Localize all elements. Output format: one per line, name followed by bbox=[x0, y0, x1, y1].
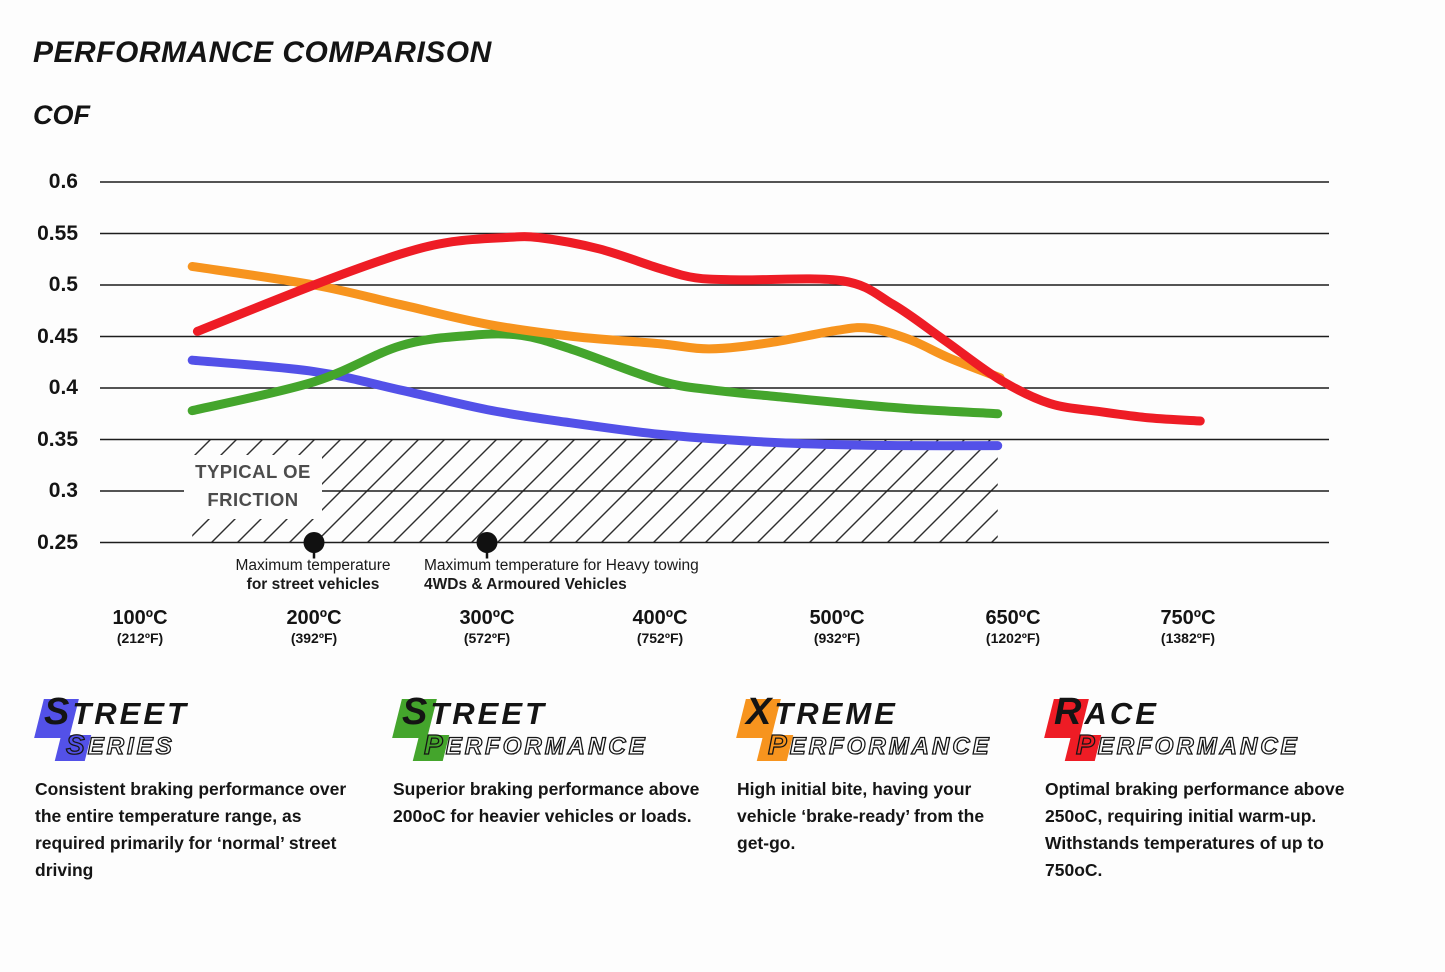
street-series-logo: STREET SERIES bbox=[34, 691, 365, 775]
page-title: PERFORMANCE COMPARISON bbox=[33, 36, 492, 69]
x-tick-500c: 500ºC (932ºF) bbox=[767, 606, 907, 647]
logo-word2: PERFORMANCE bbox=[423, 728, 648, 760]
street-performance-logo: STREET PERFORMANCE bbox=[392, 691, 715, 775]
annotation-line1: Maximum temperature bbox=[235, 557, 391, 574]
y-tick-0.3: 0.3 bbox=[48, 479, 78, 502]
logo-word2: PERFORMANCE bbox=[1075, 728, 1300, 760]
x-tick-300c: 300ºC (572ºF) bbox=[417, 606, 557, 647]
series-xtreme-performance bbox=[187, 261, 1005, 383]
annotation-max-temp-towing: Maximum temperature for Heavy towing 4WD… bbox=[424, 557, 734, 595]
x-tick-label-c: 750ºC bbox=[1160, 607, 1216, 629]
race-performance-logo: RACE PERFORMANCE bbox=[1044, 691, 1375, 775]
x-tick-label-f: (1202ºF) bbox=[985, 630, 1041, 646]
annotation-line1: Maximum temperature for Heavy towing bbox=[424, 557, 699, 574]
y-tick-0.6: 0.6 bbox=[48, 170, 78, 193]
xtreme-performance-logo: XTREME PERFORMANCE bbox=[736, 691, 1003, 775]
annotation-line2: for street vehicles bbox=[246, 575, 380, 593]
legend-item-street-performance: STREET PERFORMANCE Superior braking perf… bbox=[392, 691, 715, 830]
x-tick-650c: 650ºC (1202ºF) bbox=[943, 606, 1083, 647]
x-tick-label-c: 300ºC bbox=[459, 607, 515, 629]
x-tick-label-c: 650ºC bbox=[985, 607, 1041, 629]
y-tick-0.45: 0.45 bbox=[37, 325, 78, 348]
legend-item-race-performance: RACE PERFORMANCE Optimal braking perform… bbox=[1044, 691, 1375, 885]
x-tick-400c: 400ºC (752ºF) bbox=[590, 606, 730, 647]
logo-word2: PERFORMANCE bbox=[767, 728, 992, 760]
series-race-performance bbox=[192, 232, 1205, 426]
annotation-line2: 4WDs & Armoured Vehicles bbox=[424, 575, 627, 593]
y-axis-title: COF bbox=[33, 100, 90, 130]
x-tick-200c: 200ºC (392ºF) bbox=[244, 606, 384, 647]
legend-description: Consistent braking performance over the … bbox=[35, 779, 347, 881]
legend-description: Optimal braking performance above 250oC,… bbox=[1045, 779, 1345, 881]
logo-word1: STREET bbox=[402, 691, 547, 733]
y-tick-0.25: 0.25 bbox=[37, 531, 78, 554]
x-tick-label-c: 200ºC bbox=[286, 607, 342, 629]
annotation-dot-1 bbox=[476, 532, 498, 553]
legend-description: High initial bite, having your vehicle ‘… bbox=[737, 779, 985, 854]
x-tick-label-f: (212ºF) bbox=[116, 630, 164, 646]
x-tick-label-f: (392ºF) bbox=[290, 630, 338, 646]
legend-description: Superior braking performance above 200oC… bbox=[393, 779, 700, 827]
x-tick-750c: 750ºC (1382ºF) bbox=[1118, 606, 1258, 647]
x-tick-label-c: 100ºC bbox=[112, 607, 168, 629]
x-tick-label-f: (932ºF) bbox=[813, 630, 861, 646]
series-street-performance bbox=[187, 329, 1003, 419]
logo-word1: XTREME bbox=[746, 691, 898, 733]
y-tick-0.5: 0.5 bbox=[48, 273, 78, 296]
x-tick-label-c: 500ºC bbox=[809, 607, 865, 629]
x-tick-100c: 100ºC (212ºF) bbox=[70, 606, 210, 647]
oe-label-line1: TYPICAL OE bbox=[195, 461, 311, 482]
logo-word2: SERIES bbox=[65, 728, 175, 760]
x-tick-label-f: (752ºF) bbox=[636, 630, 684, 646]
annotation-dot-0 bbox=[303, 532, 325, 553]
logo-word1: RACE bbox=[1054, 691, 1159, 733]
logo-word1: STREET bbox=[44, 691, 189, 733]
x-tick-label-c: 400ºC bbox=[632, 607, 688, 629]
legend-item-street-series: STREET SERIES Consistent braking perform… bbox=[34, 691, 365, 885]
y-tick-0.55: 0.55 bbox=[37, 222, 78, 245]
legend-item-xtreme-performance: XTREME PERFORMANCE High initial bite, ha… bbox=[736, 691, 1003, 857]
oe-label-line2: FRICTION bbox=[207, 488, 299, 510]
typical-oe-friction-label: TYPICAL OE FRICTION bbox=[184, 455, 322, 519]
x-tick-label-f: (572ºF) bbox=[463, 630, 511, 646]
annotation-max-temp-street: Maximum temperature for street vehicles bbox=[198, 557, 428, 595]
x-tick-label-f: (1382ºF) bbox=[1160, 630, 1216, 646]
y-tick-0.35: 0.35 bbox=[37, 428, 78, 451]
y-tick-0.4: 0.4 bbox=[48, 376, 78, 399]
